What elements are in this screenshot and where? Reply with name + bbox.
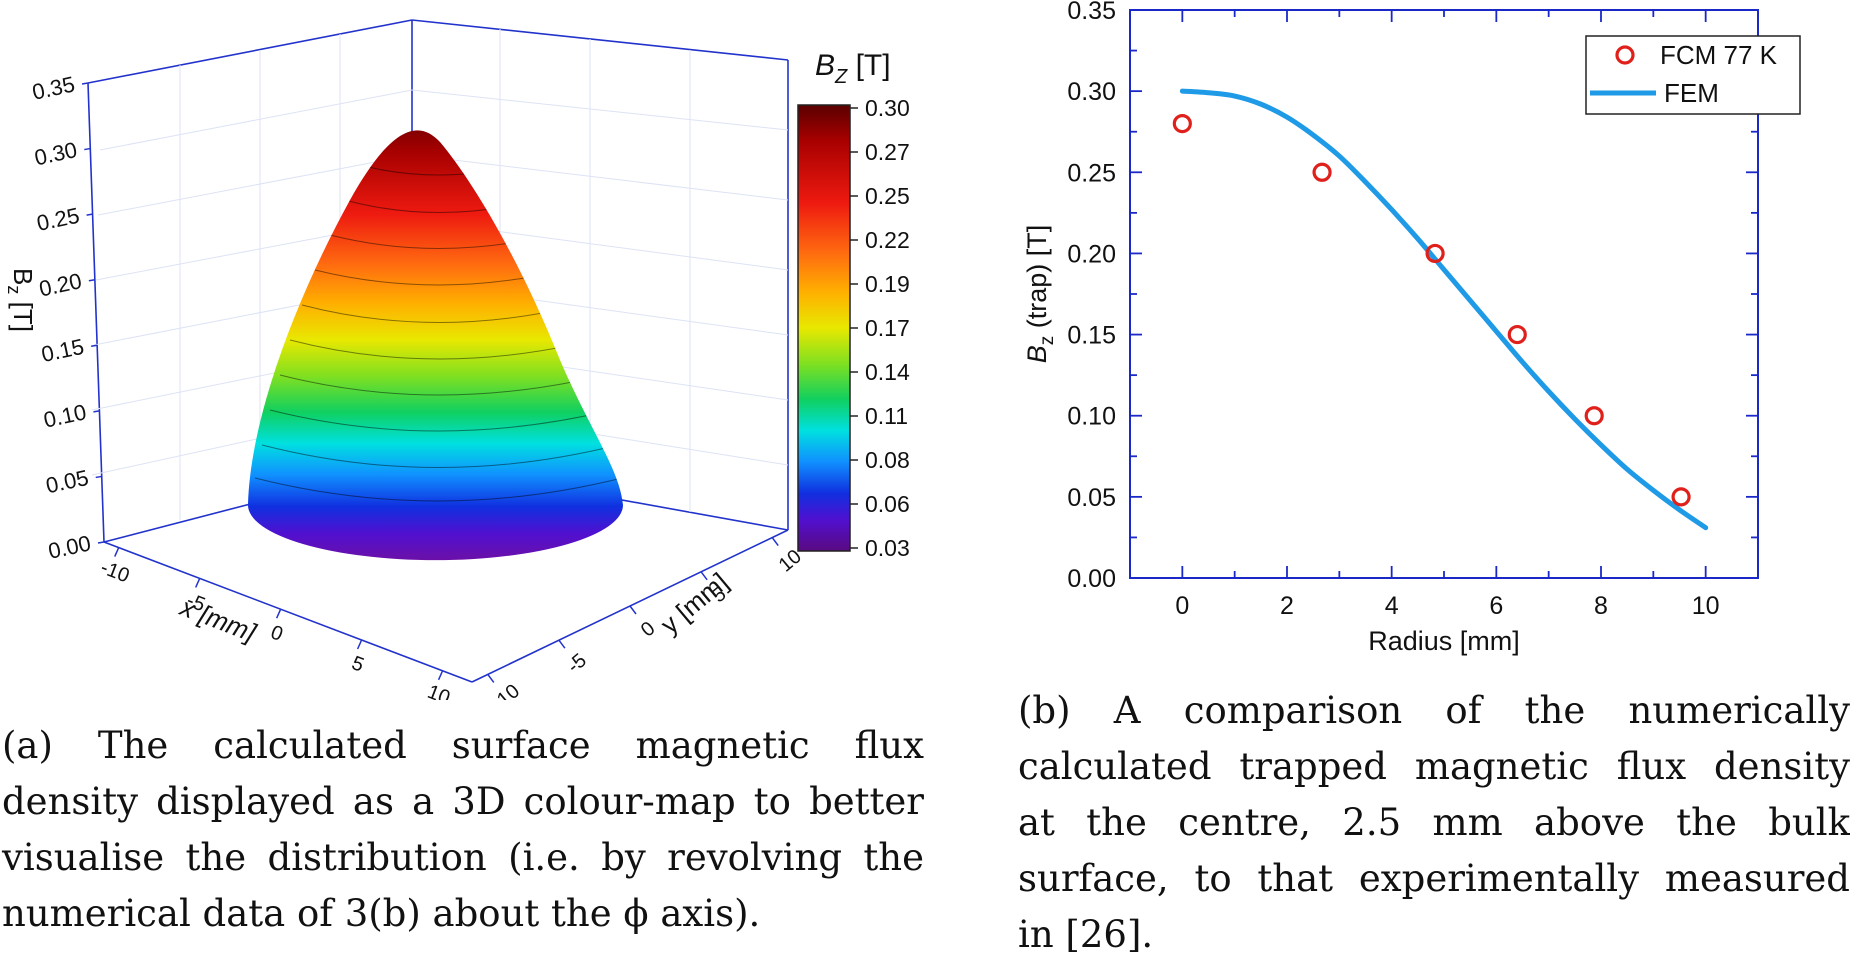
caption-b-line: at the centre, 2.5 mm above the bulk: [1018, 801, 1850, 844]
y-tick-mark: [558, 639, 566, 649]
z-tick-mark: [91, 344, 98, 348]
colorbar-title: BZ [T]: [815, 49, 891, 88]
x-tick-label: 6: [1489, 592, 1503, 620]
colorbar: BZ [T] 0.300.270.250.220.190.170.140.110…: [797, 49, 910, 561]
fcm-data-point: [1172, 113, 1192, 134]
colorbar-ticks: 0.30 0.27 0.25 0.22 0.19 0.17 0.14 0.11 0.08 0.06…: [850, 95, 910, 561]
y-tick-label: -5: [563, 649, 591, 677]
z-tick-mark: [97, 541, 105, 544]
z-axis-label: Bz [T]: [4, 268, 38, 332]
y-tick-mark: [629, 605, 637, 615]
legend: FCM 77 K FEM: [1585, 35, 1801, 115]
trapped-field-chart: 0.00 0.05 0.10 0.15 0.20 0.25 0.30 0.35 0 2 4 6 8 10…: [1022, 0, 1801, 656]
caption-a-line: (a) The calculated surface magnetic flux: [2, 724, 924, 767]
caption-b-line: (b) A comparison of the numerically: [1018, 689, 1850, 732]
colorbar-tick-label: 0.17: [865, 315, 910, 341]
colorbar-tick-label: 0.08: [865, 447, 910, 473]
x-tick-label: 2: [1280, 592, 1294, 620]
z-tick-mark: [86, 213, 93, 216]
legend-line-label: FEM: [1664, 78, 1719, 108]
x-tick-mark: [356, 639, 363, 650]
z-tick-label: 0.00: [46, 530, 93, 563]
x-tick-mark: [275, 608, 282, 619]
z-tick-label: 0.25: [35, 203, 82, 236]
caption-b: (b) A comparison of the numerically calc…: [1018, 683, 1850, 963]
y-axis-label: Bz (trap) [T]: [1022, 225, 1058, 364]
z-tick-label: 0.15: [39, 334, 86, 367]
y-tick-label: 0.00: [1067, 565, 1116, 593]
fem-line: [1179, 88, 1709, 531]
z-axis-ticks: 0.00 0.05 0.10 0.15 0.20 0.25 0.30 0.35: [30, 71, 105, 564]
colorbar-tick-label: 0.19: [865, 271, 910, 297]
colorbar-tick-label: 0.25: [865, 183, 910, 209]
y-tick-mark: [700, 571, 708, 581]
colorbar-tick-label: 0.27: [865, 139, 910, 165]
x-tick-label: 10: [1692, 592, 1720, 620]
caption-a-line: visualise the distribution (i.e. by revo…: [2, 836, 924, 879]
caption-a: (a) The calculated surface magnetic flux…: [2, 718, 924, 942]
colorbar-tick-label: 0.06: [865, 491, 910, 517]
fcm-data-point: [1312, 162, 1332, 182]
y-tick-label: 0: [637, 617, 660, 641]
y-tick-label: 0.25: [1067, 159, 1116, 187]
z-tick-mark: [88, 278, 95, 282]
surface-3d-plot: 0.000.050.100.150.200.250.300.35 Bz [T] …: [4, 19, 910, 700]
z-tick-mark: [84, 147, 91, 151]
x-tick-label: 0: [1175, 592, 1189, 620]
fcm-data-point: [1584, 406, 1604, 426]
colorbar-tick-label: 0.03: [865, 535, 910, 561]
colorbar-tick-label: 0.14: [865, 359, 910, 385]
x-tick-label: 8: [1594, 592, 1608, 620]
x-tick-labels: 0 2 4 6 8 10: [1175, 592, 1719, 620]
caption-b-line: calculated trapped magnetic flux density: [1018, 745, 1850, 788]
plot-series: [1172, 88, 1709, 531]
x-tick-mark: [114, 547, 120, 557]
colorbar-tick-label: 0.30: [865, 95, 910, 121]
legend-scatter-label: FCM 77 K: [1660, 40, 1778, 70]
x-tick-label: 0: [268, 621, 286, 646]
z-tick-mark: [95, 475, 102, 479]
z-tick-label: 0.05: [44, 465, 91, 498]
y-tick-label: 0.30: [1067, 78, 1116, 106]
y-tick-label: 0.20: [1067, 240, 1116, 268]
z-tick-label: 0.30: [32, 137, 79, 170]
z-tick-label: 0.10: [41, 399, 88, 432]
y-tick-mark: [487, 673, 495, 683]
z-tick-mark: [93, 410, 100, 413]
x-tick-mark: [194, 578, 201, 588]
fcm-data-point: [1507, 324, 1527, 345]
y-tick-label: 0.35: [1067, 0, 1116, 25]
x-tick-label: 10: [424, 681, 453, 700]
flux-surface: [248, 130, 623, 561]
z-tick-label: 0.20: [37, 268, 84, 301]
fcm-data-point: [1425, 243, 1445, 264]
x-tick-label: -10: [97, 557, 132, 588]
y-tick-label: 0.05: [1067, 484, 1116, 512]
caption-a-line: numerical data of 3(b) about the ϕ axis)…: [2, 892, 761, 935]
y-tick-label: -10: [488, 680, 524, 700]
x-tick-label: 5: [349, 652, 367, 677]
x-axis-label: Radius [mm]: [1368, 626, 1520, 656]
colorbar-gradient: [797, 104, 851, 552]
caption-b-line: in [26].: [1018, 913, 1154, 956]
colorbar-tick-label: 0.11: [865, 403, 908, 429]
caption-a-line: density displayed as a 3D colour-map to …: [2, 780, 924, 823]
z-tick-mark: [81, 82, 89, 85]
caption-b-line: surface, to that experimentally measured: [1018, 857, 1850, 900]
y-tick-mark: [771, 537, 779, 547]
x-tick-mark: [437, 670, 444, 681]
legend-scatter-marker: [1615, 45, 1635, 65]
z-tick-label: 0.35: [30, 71, 77, 104]
y-tick-labels: 0.00 0.05 0.10 0.15 0.20 0.25 0.30 0.35: [1067, 0, 1116, 593]
x-axis-label: x [mm]: [175, 591, 261, 648]
colorbar-tick-label: 0.22: [865, 227, 910, 253]
y-tick-label: 0.15: [1067, 322, 1116, 350]
y-tick-label: 0.10: [1067, 403, 1116, 431]
x-tick-label: 4: [1385, 592, 1399, 620]
fcm-data-point: [1671, 487, 1691, 507]
